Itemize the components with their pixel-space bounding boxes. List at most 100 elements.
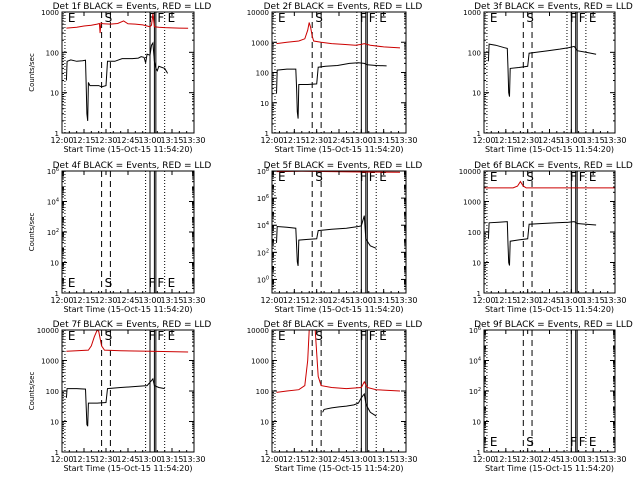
x-tick-label: 12:30 — [94, 136, 117, 145]
y-tick-label: 1000 — [41, 358, 59, 366]
x-tick-label: 13:30 — [603, 455, 626, 464]
y-tick-label: 10000 — [37, 327, 59, 335]
x-axis-label: Start Time (15-Oct-15 11:54:20) — [63, 464, 192, 473]
x-tick-label: 12:45 — [538, 136, 561, 145]
y-tick-label: 10 — [260, 419, 269, 427]
event-marker-label: E — [490, 435, 498, 449]
series-line-red — [276, 330, 401, 393]
x-tick-label: 12:30 — [516, 136, 539, 145]
y-tick-label: 1 — [477, 449, 481, 457]
y-tick-label: 10 — [50, 260, 59, 268]
x-tick-label: 13:15 — [372, 136, 395, 145]
event-marker-label: E — [379, 11, 387, 25]
y-tick-label: 10 — [50, 419, 59, 427]
y-tick-label: 102 — [469, 387, 481, 396]
event-marker-label: F — [360, 11, 367, 25]
x-tick-label: 13:00 — [138, 296, 161, 305]
x-tick-label: 13:00 — [350, 455, 373, 464]
x-tick-label: 13:15 — [160, 455, 183, 464]
y-tick-label: 1 — [55, 290, 59, 298]
event-marker-label: F — [570, 11, 577, 25]
x-tick-label: 12:15 — [72, 455, 95, 464]
x-tick-label: 13:15 — [160, 136, 183, 145]
y-tick-label: 10 — [260, 100, 269, 108]
x-tick-label: 12:00 — [50, 455, 73, 464]
plot-frame — [271, 329, 407, 453]
event-marker-label: S — [526, 435, 534, 449]
event-marker-label: E — [68, 11, 76, 25]
event-marker-label: S — [105, 276, 113, 290]
x-tick-label: 12:00 — [260, 455, 283, 464]
x-axis-label: Start Time (15-Oct-15 11:54:20) — [485, 145, 614, 154]
plot-frame — [483, 329, 616, 453]
plot-frame — [61, 11, 195, 134]
x-tick-label: 13:30 — [182, 296, 205, 305]
x-tick-label: 12:30 — [94, 296, 117, 305]
event-marker-label: E — [278, 11, 286, 25]
x-tick-label: 12:15 — [72, 296, 95, 305]
event-marker-label: E — [68, 276, 76, 290]
x-tick-label: 12:30 — [305, 136, 328, 145]
series-line-black — [322, 392, 377, 417]
y-tick-label: 100 — [256, 70, 269, 78]
y-tick-label: 1000 — [463, 9, 481, 17]
plot-frame — [271, 170, 407, 294]
x-tick-label: 12:15 — [283, 455, 306, 464]
x-axis-label: Start Time (15-Oct-15 11:54:20) — [63, 145, 192, 154]
x-axis-label: Start Time (15-Oct-15 11:54:20) — [485, 464, 614, 473]
panel-title: Det 2f BLACK = Events, RED = LLD — [264, 2, 423, 12]
x-tick-label: 13:30 — [603, 296, 626, 305]
event-marker-label: F — [369, 329, 376, 343]
x-tick-label: 13:15 — [582, 296, 605, 305]
y-tick-label: 1000 — [251, 39, 269, 47]
plot-frame — [483, 11, 616, 134]
x-tick-label: 12:30 — [94, 455, 117, 464]
y-tick-label: 10000 — [247, 9, 269, 17]
event-marker-label: E — [589, 170, 597, 184]
y-tick-label: 10 — [472, 90, 481, 98]
series-line-red — [66, 330, 189, 353]
event-marker-label: F — [579, 11, 586, 25]
event-marker-label: F — [149, 276, 156, 290]
panel-title: Det 4f BLACK = Events, RED = LLD — [53, 161, 212, 171]
plot-frame — [483, 170, 616, 294]
event-marker-label: E — [589, 11, 597, 25]
x-tick-label: 12:00 — [472, 296, 495, 305]
x-tick-label: 12:30 — [305, 296, 328, 305]
x-tick-label: 13:15 — [372, 296, 395, 305]
event-marker-label: E — [490, 170, 498, 184]
y-tick-label: 10000 — [459, 168, 481, 176]
x-tick-label: 13:15 — [582, 455, 605, 464]
event-marker-label: S — [105, 11, 113, 25]
panel-title: Det 7f BLACK = Events, RED = LLD — [53, 320, 212, 330]
x-tick-label: 12:45 — [538, 455, 561, 464]
event-marker-label: E — [589, 435, 597, 449]
event-marker-label: S — [315, 170, 323, 184]
event-marker-label: F — [369, 170, 376, 184]
x-tick-label: 12:00 — [260, 296, 283, 305]
x-tick-label: 12:15 — [494, 455, 517, 464]
y-tick-label: 1 — [55, 449, 59, 457]
x-tick-label: 12:15 — [494, 296, 517, 305]
series-line-black — [487, 221, 597, 266]
event-marker-label: E — [168, 276, 176, 290]
event-marker-label: F — [570, 170, 577, 184]
y-tick-label: 102 — [257, 248, 269, 257]
event-marker-label: F — [157, 329, 164, 343]
x-tick-label: 12:00 — [50, 136, 73, 145]
plot-frame — [61, 170, 195, 294]
y-axis-label: Counts/sec — [28, 53, 36, 92]
event-marker-label: F — [369, 11, 376, 25]
event-marker-label: E — [168, 329, 176, 343]
y-tick-label: 106 — [257, 194, 269, 203]
panel-title: Det 3f BLACK = Events, RED = LLD — [474, 2, 633, 12]
x-tick-label: 13:15 — [160, 296, 183, 305]
series-line-black — [276, 62, 387, 119]
